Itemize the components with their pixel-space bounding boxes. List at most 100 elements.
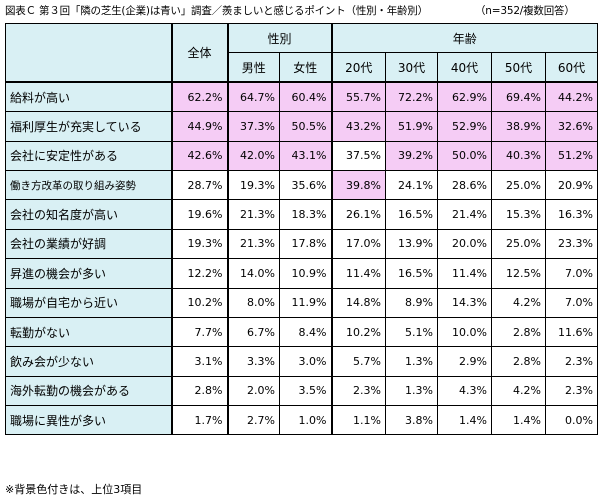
value-cell: 43.2% [330, 111, 386, 142]
value-cell: 11.4% [437, 258, 492, 289]
table-title: 図表Ｃ 第３回「隣の芝生(企業)は青い」調査／羨ましいと感じるポイント（性別・年… [5, 3, 575, 18]
value-cell: 4.2% [491, 375, 546, 407]
value-cell: 3.0% [279, 346, 332, 377]
table-row: 海外転勤の機会がある 2.8% 2.0% 3.5% 2.3% 1.3% 4.3% 4.2% 2.… [5, 375, 598, 407]
results-table: 全体 性別 年齢 男性 女性 20代 30代 40代 50代 60代 給料が高い… [5, 22, 598, 436]
value-cell: 2.3% [545, 375, 598, 407]
value-cell: 19.3% [170, 228, 228, 260]
value-cell: 5.1% [385, 316, 438, 348]
value-cell: 1.4% [491, 405, 546, 436]
row-label: 職場に異性が多い [5, 405, 172, 436]
value-cell: 14.8% [330, 287, 386, 318]
value-cell: 28.6% [437, 169, 492, 201]
value-cell: 1.7% [170, 405, 228, 436]
row-label: 転勤がない [5, 316, 172, 348]
value-cell: 69.4% [491, 81, 546, 113]
value-cell: 1.4% [437, 405, 492, 436]
header-corner [5, 23, 172, 83]
value-cell: 26.1% [330, 199, 386, 230]
value-cell: 25.0% [491, 169, 546, 201]
value-cell: 11.4% [330, 258, 386, 289]
table-row: 職場に異性が多い 1.7% 2.7% 1.0% 1.1% 3.8% 1.4% 1.4% 0.0% [5, 405, 598, 436]
value-cell: 1.3% [385, 375, 438, 407]
value-cell: 11.6% [545, 316, 598, 348]
value-cell: 1.1% [330, 405, 386, 436]
value-cell: 14.0% [226, 258, 280, 289]
row-label: 会社の業績が好調 [5, 228, 172, 260]
row-label: 福利厚生が充実している [5, 111, 172, 142]
value-cell: 17.8% [279, 228, 332, 260]
row-label: 会社に安定性がある [5, 140, 172, 171]
value-cell: 2.8% [170, 375, 228, 407]
value-cell: 10.0% [437, 316, 492, 348]
row-label: 職場が自宅から近い [5, 287, 172, 318]
value-cell: 2.3% [330, 375, 386, 407]
value-cell: 51.9% [385, 111, 438, 142]
row-label: 昇進の機会が多い [5, 258, 172, 289]
value-cell: 8.9% [385, 287, 438, 318]
table-row: 職場が自宅から近い 10.2% 8.0% 11.9% 14.8% 8.9% 14.3% 4.2… [5, 287, 598, 318]
value-cell: 13.9% [385, 228, 438, 260]
value-cell: 23.3% [545, 228, 598, 260]
table-row: 給料が高い 62.2% 64.7% 60.4% 55.7% 72.2% 62.9% 69.4%… [5, 81, 598, 113]
value-cell: 3.3% [226, 346, 280, 377]
value-cell: 8.0% [226, 287, 280, 318]
value-cell: 10.9% [279, 258, 332, 289]
value-cell: 21.4% [437, 199, 492, 230]
value-cell: 16.5% [385, 258, 438, 289]
value-cell: 38.9% [491, 111, 546, 142]
value-cell: 37.5% [330, 140, 386, 171]
value-cell: 37.3% [226, 111, 280, 142]
value-cell: 2.8% [491, 346, 546, 377]
value-cell: 1.0% [279, 405, 332, 436]
value-cell: 50.0% [437, 140, 492, 171]
row-label: 給料が高い [5, 81, 172, 113]
value-cell: 3.1% [170, 346, 228, 377]
value-cell: 44.2% [545, 81, 598, 113]
row-label: 飲み会が少ない [5, 346, 172, 377]
value-cell: 55.7% [330, 81, 386, 113]
value-cell: 11.9% [279, 287, 332, 318]
row-label: 海外転勤の機会がある [5, 375, 172, 407]
value-cell: 44.9% [170, 111, 228, 142]
value-cell: 62.9% [437, 81, 492, 113]
value-cell: 35.6% [279, 169, 332, 201]
value-cell: 2.9% [437, 346, 492, 377]
value-cell: 12.5% [491, 258, 546, 289]
value-cell: 4.2% [491, 287, 546, 318]
value-cell: 39.2% [385, 140, 438, 171]
value-cell: 19.3% [226, 169, 280, 201]
table-row: 福利厚生が充実している 44.9% 37.3% 50.5% 43.2% 51.9% 52.9… [5, 111, 598, 142]
value-cell: 40.3% [491, 140, 546, 171]
value-cell: 42.0% [226, 140, 280, 171]
value-cell: 2.8% [491, 316, 546, 348]
value-cell: 10.2% [170, 287, 228, 318]
value-cell: 1.3% [385, 346, 438, 377]
value-cell: 52.9% [437, 111, 492, 142]
value-cell: 16.3% [545, 199, 598, 230]
value-cell: 15.3% [491, 199, 546, 230]
header-age-20s: 20代 [330, 52, 386, 84]
header-gender: 性別 [226, 22, 332, 54]
sample-note: （n=352/複数回答） [475, 5, 575, 17]
value-cell: 17.0% [330, 228, 386, 260]
value-cell: 5.7% [330, 346, 386, 377]
value-cell: 43.1% [279, 140, 332, 171]
value-cell: 64.7% [226, 81, 280, 113]
value-cell: 6.7% [226, 316, 280, 348]
value-cell: 25.0% [491, 228, 546, 260]
value-cell: 72.2% [385, 81, 438, 113]
header-age-50s: 50代 [491, 52, 546, 84]
row-label: 働き方改革の取り組み姿勢 [5, 169, 172, 201]
value-cell: 7.0% [545, 287, 598, 318]
value-cell: 4.3% [437, 375, 492, 407]
value-cell: 24.1% [385, 169, 438, 201]
footnote: ※背景色付きは、上位3項目 [5, 483, 143, 496]
header-age-60s: 60代 [545, 52, 598, 84]
header-age: 年齢 [330, 22, 598, 54]
value-cell: 60.4% [279, 81, 332, 113]
value-cell: 3.5% [279, 375, 332, 407]
header-total: 全体 [170, 23, 228, 83]
header-female: 女性 [279, 52, 332, 84]
table-row: 会社の知名度が高い 19.6% 21.3% 18.3% 26.1% 16.5% 21.4% 1… [5, 199, 598, 230]
